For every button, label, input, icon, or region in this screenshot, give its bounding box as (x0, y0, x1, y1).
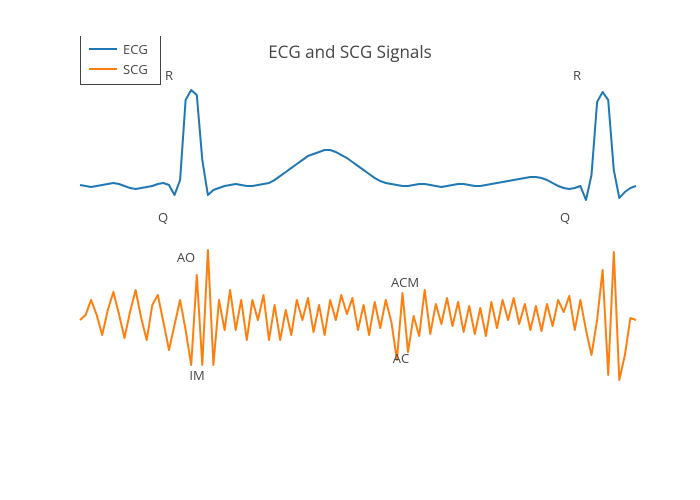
ecg-line (80, 90, 636, 200)
scg-line (80, 250, 636, 380)
chart-svg (0, 0, 700, 500)
plot-area: ECG and SCG Signals ECG SCG RQRQAOIMACMA… (0, 0, 700, 500)
